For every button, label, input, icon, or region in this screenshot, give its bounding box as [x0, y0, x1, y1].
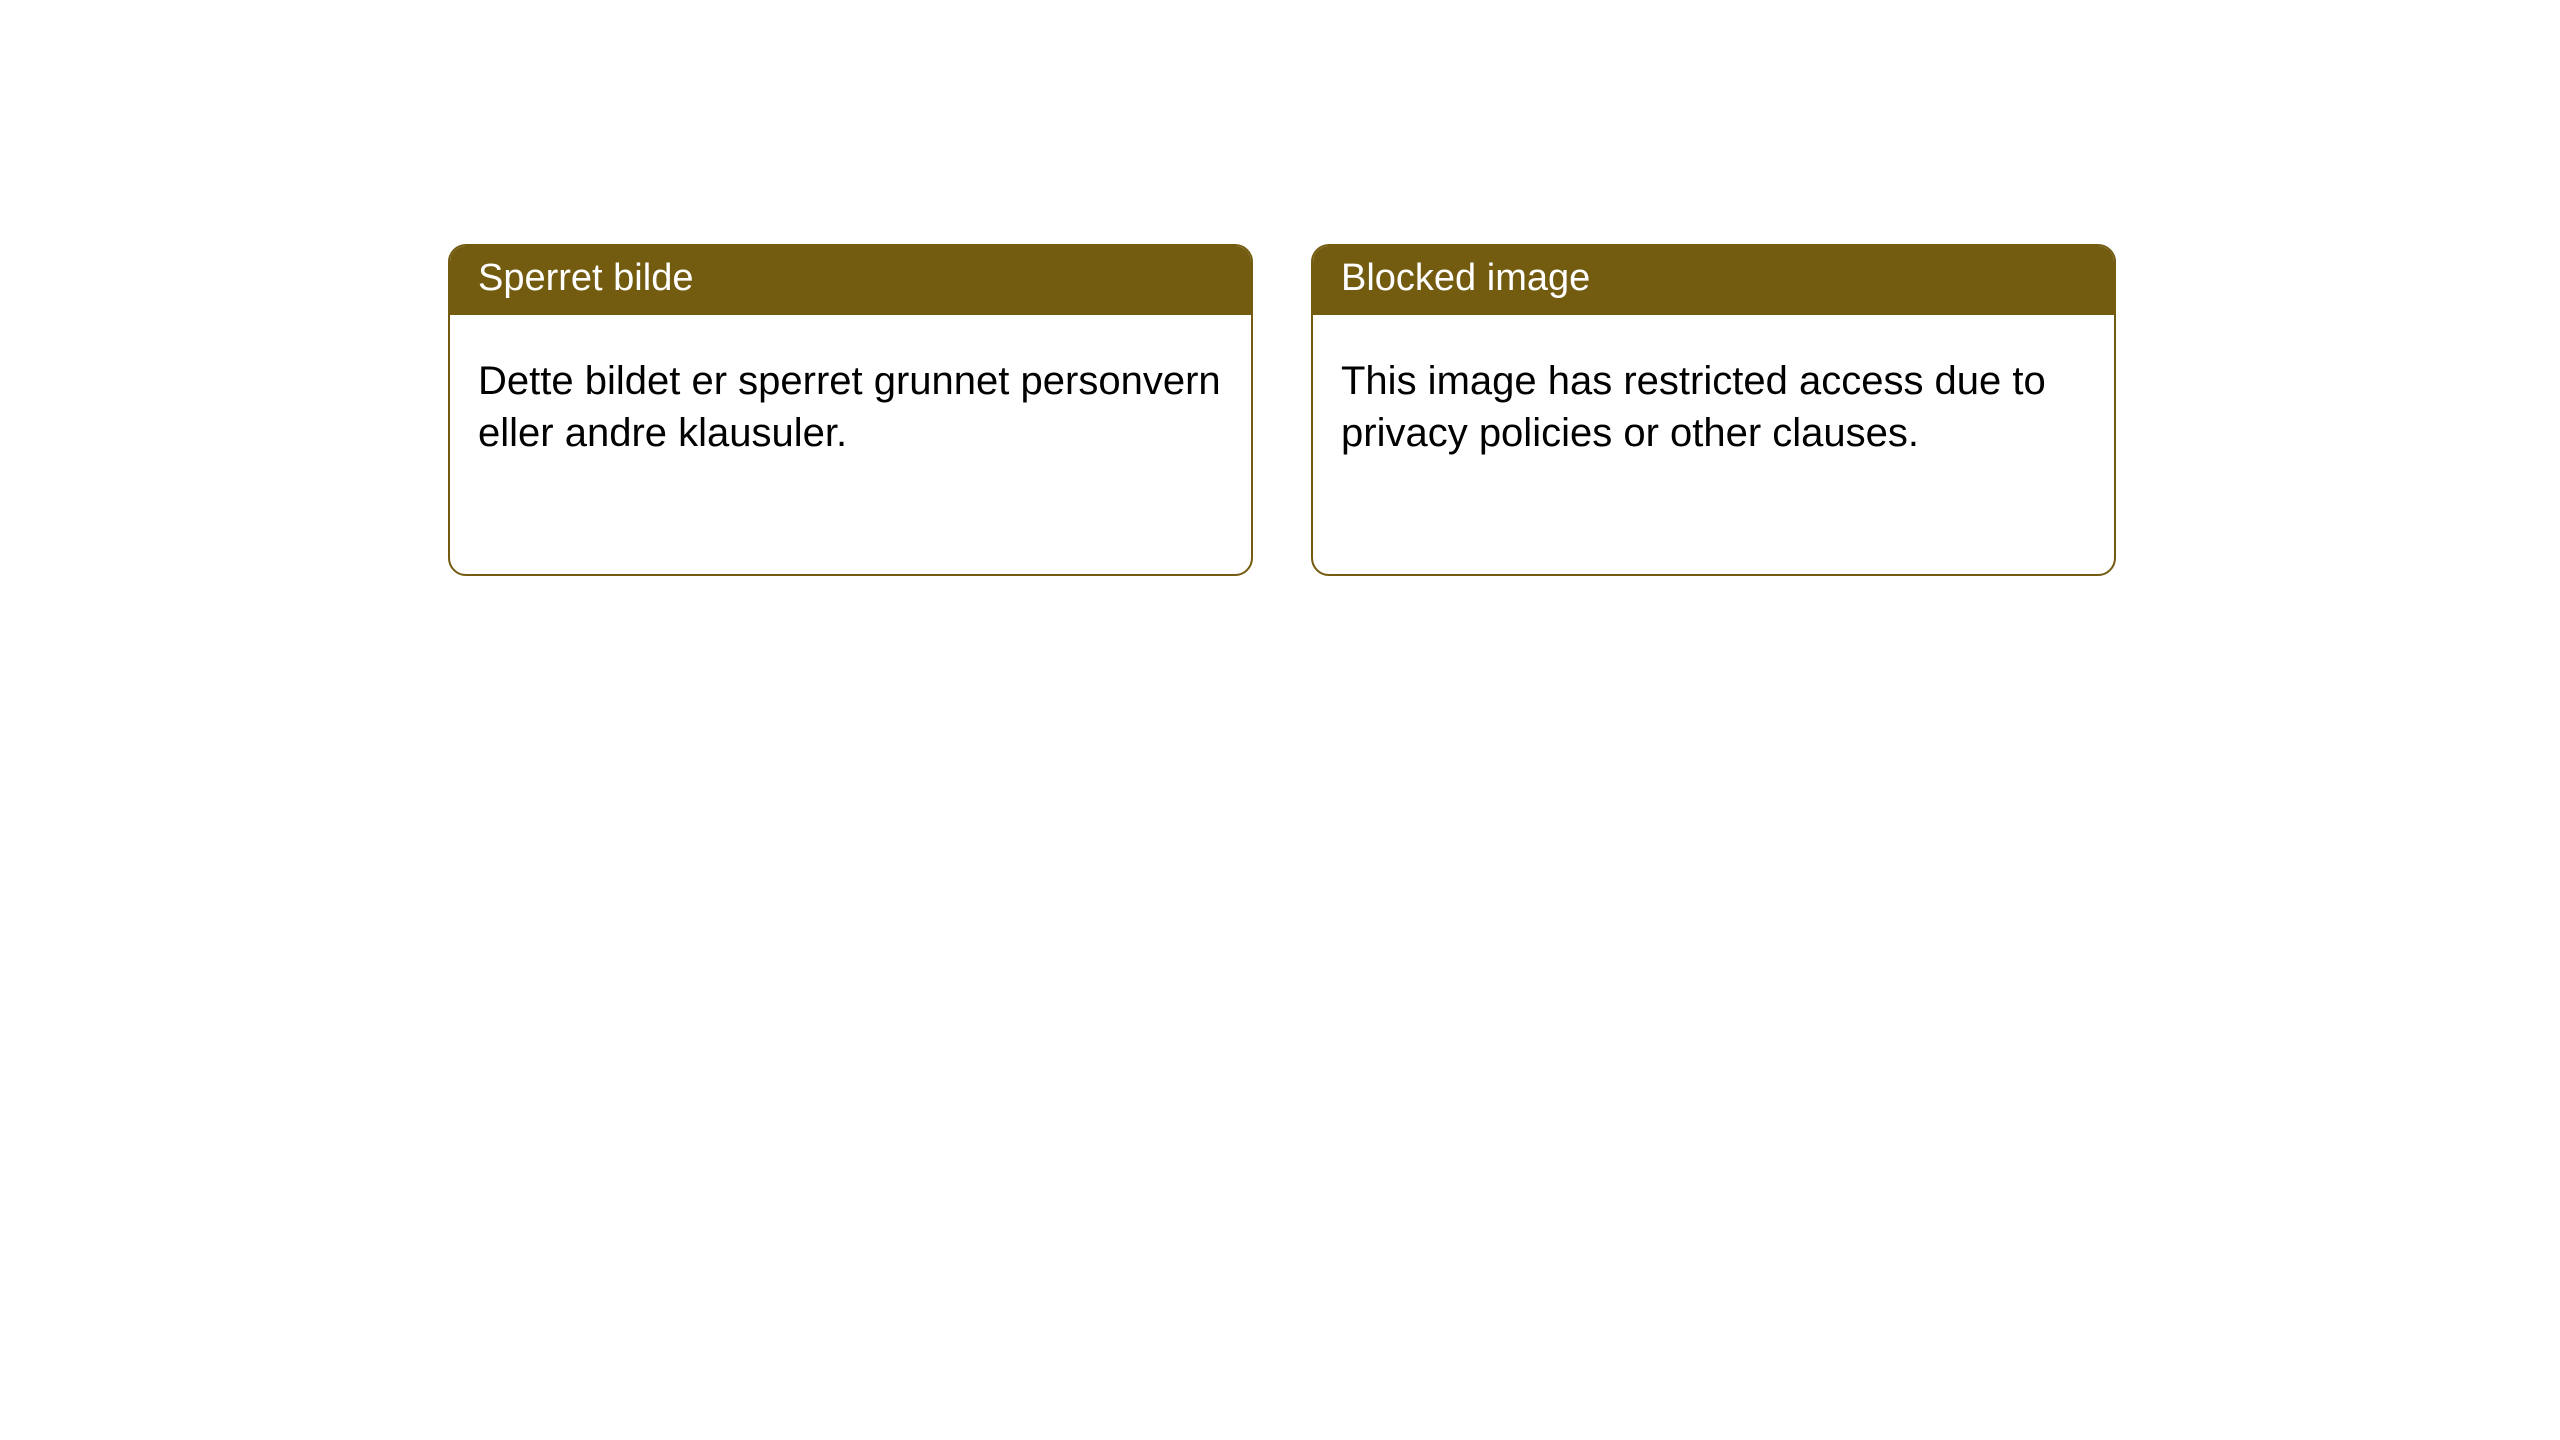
notice-card-norwegian: Sperret bilde Dette bildet er sperret gr… [448, 244, 1253, 576]
notice-body: This image has restricted access due to … [1313, 315, 2114, 487]
notice-container: Sperret bilde Dette bildet er sperret gr… [0, 0, 2560, 576]
notice-body: Dette bildet er sperret grunnet personve… [450, 315, 1251, 487]
notice-header: Blocked image [1313, 246, 2114, 315]
notice-card-english: Blocked image This image has restricted … [1311, 244, 2116, 576]
notice-header: Sperret bilde [450, 246, 1251, 315]
